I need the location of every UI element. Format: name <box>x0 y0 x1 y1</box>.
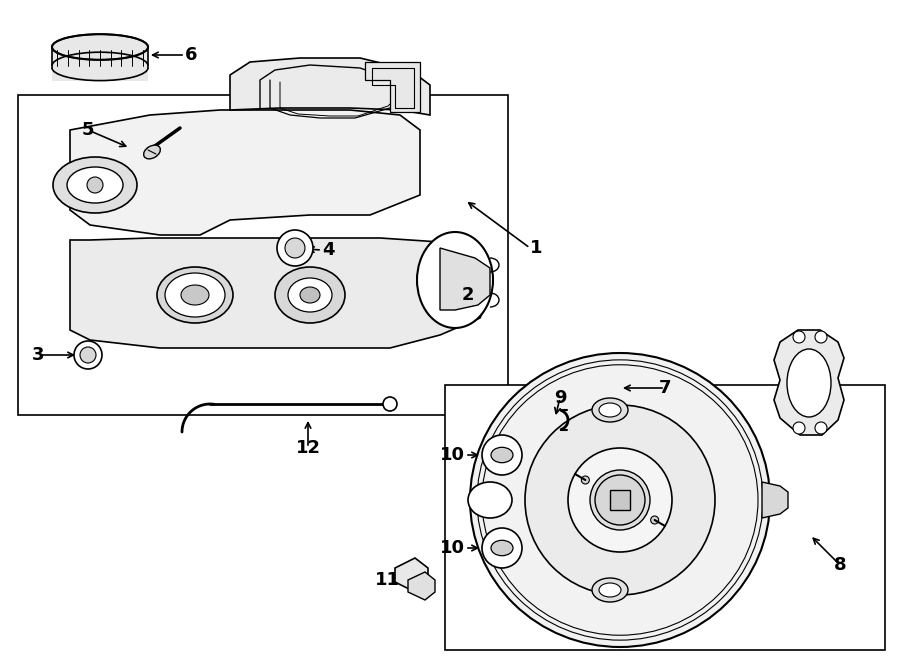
Polygon shape <box>440 248 490 310</box>
Ellipse shape <box>275 267 345 323</box>
Polygon shape <box>70 110 420 235</box>
Ellipse shape <box>67 167 123 203</box>
Ellipse shape <box>592 398 628 422</box>
Ellipse shape <box>482 528 522 568</box>
Ellipse shape <box>590 470 650 530</box>
Ellipse shape <box>491 448 513 463</box>
Ellipse shape <box>53 157 137 213</box>
Ellipse shape <box>482 435 522 475</box>
Bar <box>610 490 630 510</box>
Text: 4: 4 <box>322 241 335 259</box>
Polygon shape <box>70 238 490 348</box>
Text: 7: 7 <box>659 379 671 397</box>
Bar <box>52 47 148 81</box>
Ellipse shape <box>468 482 512 518</box>
Polygon shape <box>365 62 420 112</box>
Circle shape <box>815 422 827 434</box>
Polygon shape <box>230 58 430 115</box>
Ellipse shape <box>52 34 148 60</box>
Text: 10: 10 <box>440 539 465 557</box>
Ellipse shape <box>470 353 770 647</box>
Polygon shape <box>762 482 788 518</box>
Text: 1: 1 <box>530 239 543 257</box>
Text: 11: 11 <box>375 571 400 589</box>
Ellipse shape <box>525 405 715 595</box>
Ellipse shape <box>787 349 831 417</box>
Circle shape <box>87 177 103 193</box>
Circle shape <box>581 476 590 484</box>
Circle shape <box>383 397 397 411</box>
Text: 10: 10 <box>440 446 465 464</box>
Ellipse shape <box>157 267 233 323</box>
Text: 8: 8 <box>833 556 846 574</box>
Ellipse shape <box>595 475 645 525</box>
Text: 9: 9 <box>554 389 566 407</box>
Bar <box>18 95 508 415</box>
Circle shape <box>793 331 805 343</box>
Ellipse shape <box>277 230 313 266</box>
Text: 3: 3 <box>32 346 44 364</box>
Text: 2: 2 <box>462 286 474 304</box>
Text: 5: 5 <box>82 121 94 139</box>
Circle shape <box>793 422 805 434</box>
Polygon shape <box>774 330 844 435</box>
Ellipse shape <box>288 278 332 312</box>
Ellipse shape <box>285 238 305 258</box>
Circle shape <box>815 331 827 343</box>
Ellipse shape <box>417 232 493 328</box>
Ellipse shape <box>80 347 96 363</box>
Ellipse shape <box>165 273 225 317</box>
Ellipse shape <box>568 448 672 552</box>
Ellipse shape <box>144 145 160 159</box>
Polygon shape <box>395 558 428 592</box>
Ellipse shape <box>592 578 628 602</box>
Ellipse shape <box>300 287 320 303</box>
Circle shape <box>651 516 659 524</box>
Ellipse shape <box>181 285 209 305</box>
Ellipse shape <box>599 583 621 597</box>
Bar <box>445 385 885 650</box>
Ellipse shape <box>74 341 102 369</box>
Text: 6: 6 <box>185 46 197 64</box>
Ellipse shape <box>491 540 513 555</box>
Ellipse shape <box>599 403 621 417</box>
Polygon shape <box>408 572 435 600</box>
Text: 12: 12 <box>295 439 320 457</box>
